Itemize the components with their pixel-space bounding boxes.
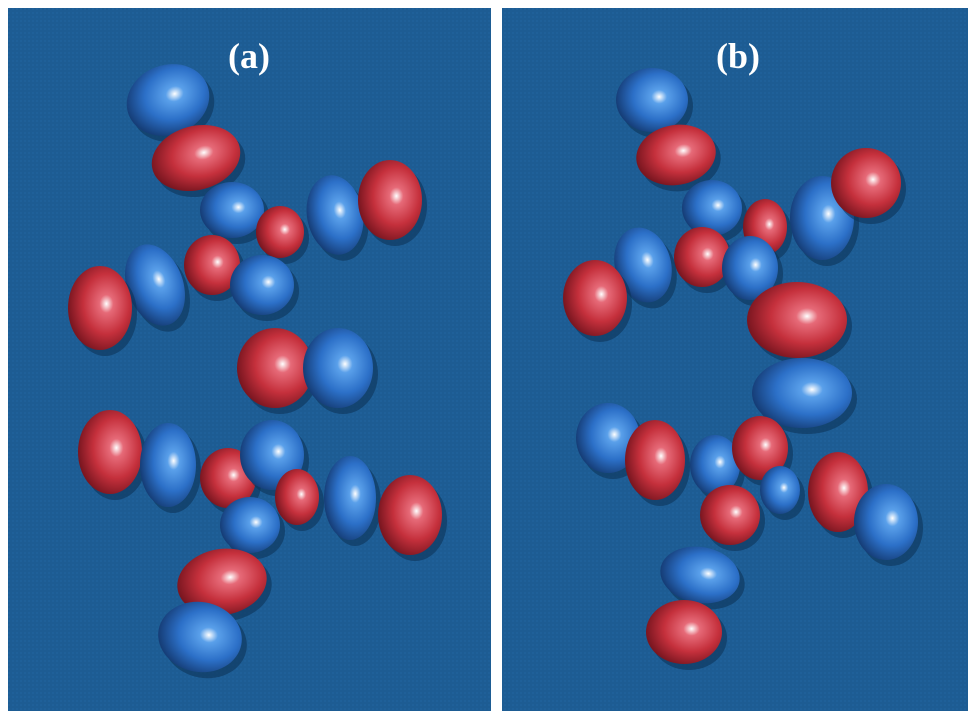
blue-lobe bbox=[682, 180, 742, 236]
red-lobe bbox=[831, 148, 901, 218]
red-lobe bbox=[563, 260, 627, 336]
red-lobe bbox=[747, 282, 847, 358]
blue-lobe bbox=[303, 328, 373, 408]
blue-lobe bbox=[200, 182, 264, 238]
red-lobe bbox=[358, 160, 422, 240]
red-lobe bbox=[78, 410, 142, 494]
blue-lobe bbox=[220, 497, 280, 553]
blue-lobe bbox=[140, 423, 196, 507]
figure: (a) (b) bbox=[0, 0, 975, 719]
blue-lobe bbox=[324, 456, 376, 540]
red-lobe bbox=[68, 266, 132, 350]
blue-lobe bbox=[230, 255, 294, 315]
blue-lobe bbox=[854, 484, 918, 560]
red-lobe bbox=[237, 328, 313, 408]
panel-label: (a) bbox=[228, 36, 270, 76]
panel-label: (b) bbox=[716, 36, 760, 76]
red-lobe bbox=[674, 227, 730, 287]
red-lobe bbox=[700, 485, 760, 545]
red-lobe bbox=[275, 469, 319, 525]
blue-lobe bbox=[760, 466, 800, 514]
red-lobe bbox=[646, 600, 722, 664]
panel-b-background bbox=[502, 8, 968, 711]
blue-lobe bbox=[616, 68, 688, 132]
red-lobe bbox=[378, 475, 442, 555]
red-lobe bbox=[625, 420, 685, 500]
red-lobe bbox=[256, 206, 304, 258]
